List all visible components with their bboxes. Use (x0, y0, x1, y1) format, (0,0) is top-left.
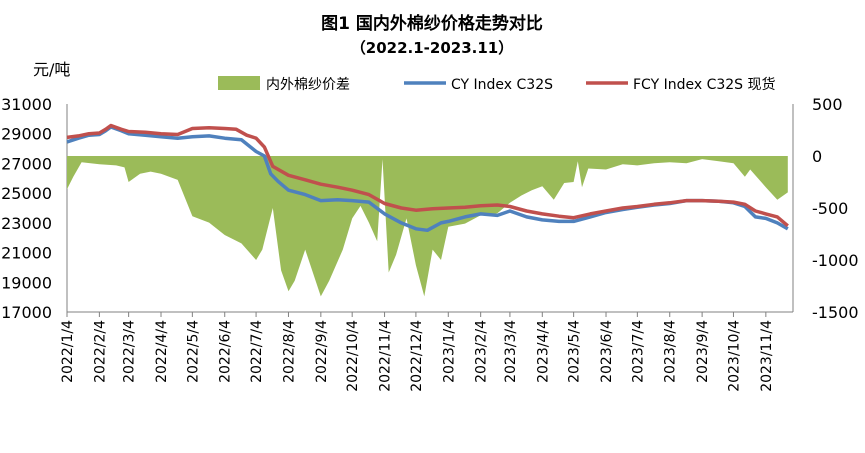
x-tick-label: 2022/6/4 (218, 320, 234, 383)
x-tick-label: 2022/7/4 (249, 320, 265, 383)
chart-subtitle: （2022.1-2023.11） (351, 39, 513, 57)
axes (66, 104, 794, 313)
left-tick-label: 27000 (1, 154, 52, 173)
right-tick-label: 500 (812, 95, 843, 114)
x-tick-label: 2022/9/4 (314, 320, 330, 383)
right-tick-label: -1000 (812, 251, 859, 270)
chart-title: 图1 国内外棉纱价格走势对比 (321, 13, 543, 34)
left-tick-label: 29000 (1, 125, 52, 144)
x-tick-label: 2023/10/4 (726, 320, 742, 392)
left-tick-label: 25000 (1, 184, 52, 203)
left-tick-label: 31000 (1, 95, 52, 114)
x-tick-label: 2022/4/4 (154, 320, 170, 383)
x-tick-label: 2023/8/4 (663, 320, 679, 383)
legend-label-fcy: FCY Index C32S 现货 (633, 76, 776, 93)
legend: 内外棉纱价差 CY Index C32S FCY Index C32S 现货 (218, 76, 776, 93)
left-tick-label: 21000 (1, 244, 52, 263)
right-tick-label: -1500 (812, 303, 859, 322)
x-tick-label: 2023/3/4 (503, 320, 519, 383)
right-axis-ticks: 500 0 -500 -1000 -1500 (812, 95, 859, 322)
legend-label-spread: 内外棉纱价差 (266, 76, 350, 93)
x-tick-label: 2022/10/4 (345, 320, 361, 392)
spread-area (67, 156, 788, 297)
legend-label-cy: CY Index C32S (451, 77, 553, 93)
fcy-index-line (66, 123, 789, 228)
right-tick-label: -500 (812, 199, 848, 218)
x-tick-label: 2022/11/4 (378, 320, 394, 392)
legend-swatch-spread (218, 76, 260, 90)
left-tick-label: 17000 (1, 303, 52, 322)
left-tick-label: 23000 (1, 214, 52, 233)
left-axis-unit-label: 元/吨 (33, 60, 70, 79)
x-tick-label: 2023/6/4 (599, 320, 615, 383)
plot-area (66, 123, 789, 297)
x-tick-label: 2023/9/4 (695, 320, 711, 383)
right-tick-label: 0 (812, 147, 822, 166)
x-tick-label: 2023/1/4 (441, 320, 457, 383)
x-tick-label: 2023/5/4 (567, 320, 583, 383)
x-tick-label: 2023/7/4 (630, 320, 646, 383)
left-tick-label: 19000 (1, 273, 52, 292)
x-tick-label: 2022/8/4 (281, 320, 297, 383)
x-tick-label: 2023/4/4 (535, 320, 551, 383)
x-tick-label: 2022/3/4 (122, 320, 138, 383)
x-tick-label: 2022/1/4 (60, 320, 76, 383)
x-axis-ticks: 2022/1/4 2022/2/4 2022/3/4 2022/4/4 2022/5/4… (60, 312, 775, 392)
x-tick-label: 2023/2/4 (474, 320, 490, 383)
x-tick-label: 2023/11/4 (759, 320, 775, 392)
x-tick-label: 2022/2/4 (92, 320, 108, 383)
left-axis-ticks: 31000 29000 27000 25000 23000 21000 19000 17000 (1, 95, 52, 322)
x-tick-label: 2022/12/4 (409, 320, 425, 392)
x-tick-label: 2022/5/4 (185, 320, 201, 383)
